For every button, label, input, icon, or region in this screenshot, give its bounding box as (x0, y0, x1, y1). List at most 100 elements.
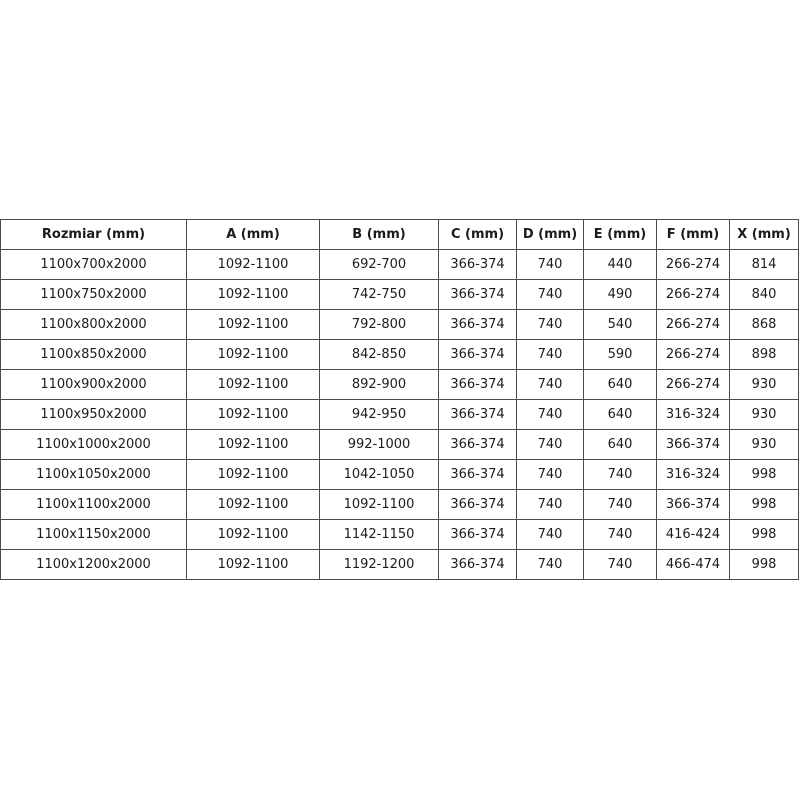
table-cell: 740 (516, 519, 584, 550)
table-cell: 366-374 (438, 549, 517, 580)
table-cell: 640 (583, 429, 657, 460)
table-row: 1100x700x2000 1092-1100 692-700 366-374 740 4… (0, 249, 799, 280)
column-header: A (mm) (186, 219, 320, 250)
table-header: Rozmiar (mm) A (mm) B (mm) C (mm) D (mm) E (m… (0, 219, 799, 250)
table-cell: 1100x1000x2000 (0, 429, 187, 460)
table-cell: 740 (516, 399, 584, 430)
table-cell: 840 (729, 279, 799, 310)
table-cell: 740 (516, 459, 584, 490)
table-cell: 930 (729, 369, 799, 400)
table-cell: 416-424 (656, 519, 730, 550)
table-cell: 1192-1200 (319, 549, 439, 580)
header-row: Rozmiar (mm) A (mm) B (mm) C (mm) D (mm) E (m… (0, 219, 799, 250)
table-cell: 740 (583, 459, 657, 490)
table-cell: 1100x1200x2000 (0, 549, 187, 580)
table-cell: 1042-1050 (319, 459, 439, 490)
table-cell: 1100x1050x2000 (0, 459, 187, 490)
table-cell: 998 (729, 519, 799, 550)
dimensions-table-container: Rozmiar (mm) A (mm) B (mm) C (mm) D (mm) E (m… (0, 219, 799, 580)
table-cell: 1092-1100 (186, 519, 320, 550)
table-cell: 266-274 (656, 369, 730, 400)
table-body: 1100x700x2000 1092-1100 692-700 366-374 740 4… (0, 249, 799, 580)
table-cell: 740 (516, 249, 584, 280)
table-cell: 266-274 (656, 309, 730, 340)
table-cell: 366-374 (438, 279, 517, 310)
table-row: 1100x950x2000 1092-1100 942-950 366-374 740 6… (0, 399, 799, 430)
table-cell: 1100x800x2000 (0, 309, 187, 340)
table-cell: 366-374 (438, 369, 517, 400)
table-cell: 1142-1150 (319, 519, 439, 550)
table-cell: 366-374 (438, 309, 517, 340)
table-cell: 640 (583, 399, 657, 430)
table-cell: 1092-1100 (186, 369, 320, 400)
column-header: Rozmiar (mm) (0, 219, 187, 250)
table-cell: 998 (729, 459, 799, 490)
table-cell: 1092-1100 (186, 279, 320, 310)
table-cell: 998 (729, 549, 799, 580)
table-cell: 740 (516, 339, 584, 370)
table-cell: 1092-1100 (186, 549, 320, 580)
table-cell: 1092-1100 (186, 339, 320, 370)
table-row: 1100x750x2000 1092-1100 742-750 366-374 740 4… (0, 279, 799, 310)
table-cell: 740 (516, 279, 584, 310)
table-cell: 366-374 (656, 489, 730, 520)
column-header: F (mm) (656, 219, 730, 250)
table-row: 1100x1200x2000 1092-1100 1192-1200 366-374 7… (0, 549, 799, 580)
table-cell: 366-374 (438, 519, 517, 550)
table-cell: 930 (729, 399, 799, 430)
table-cell: 740 (516, 309, 584, 340)
table-cell: 1100x700x2000 (0, 249, 187, 280)
table-cell: 366-374 (438, 249, 517, 280)
table-cell: 740 (583, 549, 657, 580)
table-cell: 1100x1150x2000 (0, 519, 187, 550)
table-cell: 640 (583, 369, 657, 400)
table-cell: 1092-1100 (186, 309, 320, 340)
table-cell: 930 (729, 429, 799, 460)
table-cell: 1100x750x2000 (0, 279, 187, 310)
column-header: C (mm) (438, 219, 517, 250)
table-cell: 868 (729, 309, 799, 340)
table-cell: 942-950 (319, 399, 439, 430)
table-cell: 842-850 (319, 339, 439, 370)
table-cell: 466-474 (656, 549, 730, 580)
column-header: D (mm) (516, 219, 584, 250)
table-cell: 740 (516, 369, 584, 400)
table-cell: 1100x1100x2000 (0, 489, 187, 520)
table-cell: 366-374 (656, 429, 730, 460)
table-row: 1100x1100x2000 1092-1100 1092-1100 366-374 7… (0, 489, 799, 520)
table-cell: 740 (583, 489, 657, 520)
table-cell: 366-374 (438, 459, 517, 490)
table-cell: 316-324 (656, 459, 730, 490)
table-row: 1100x900x2000 1092-1100 892-900 366-374 740 6… (0, 369, 799, 400)
table-cell: 740 (516, 549, 584, 580)
table-cell: 266-274 (656, 339, 730, 370)
table-cell: 1092-1100 (186, 459, 320, 490)
table-cell: 898 (729, 339, 799, 370)
table-cell: 1100x850x2000 (0, 339, 187, 370)
table-cell: 440 (583, 249, 657, 280)
column-header: B (mm) (319, 219, 439, 250)
table-cell: 1092-1100 (186, 489, 320, 520)
table-cell: 366-374 (438, 339, 517, 370)
table-cell: 1100x900x2000 (0, 369, 187, 400)
table-cell: 740 (583, 519, 657, 550)
table-cell: 366-374 (438, 399, 517, 430)
table-row: 1100x1050x2000 1092-1100 1042-1050 366-374 7… (0, 459, 799, 490)
table-cell: 540 (583, 309, 657, 340)
table-row: 1100x1000x2000 1092-1100 992-1000 366-374 74… (0, 429, 799, 460)
table-cell: 740 (516, 429, 584, 460)
table-cell: 266-274 (656, 249, 730, 280)
table-cell: 366-374 (438, 489, 517, 520)
table-cell: 992-1000 (319, 429, 439, 460)
table-cell: 1092-1100 (186, 429, 320, 460)
table-cell: 266-274 (656, 279, 730, 310)
table-cell: 366-374 (438, 429, 517, 460)
dimensions-table: Rozmiar (mm) A (mm) B (mm) C (mm) D (mm) E (m… (0, 219, 799, 580)
table-cell: 1092-1100 (186, 249, 320, 280)
table-cell: 1092-1100 (319, 489, 439, 520)
table-cell: 892-900 (319, 369, 439, 400)
table-cell: 1100x950x2000 (0, 399, 187, 430)
table-cell: 490 (583, 279, 657, 310)
column-header: X (mm) (729, 219, 799, 250)
table-row: 1100x800x2000 1092-1100 792-800 366-374 740 5… (0, 309, 799, 340)
